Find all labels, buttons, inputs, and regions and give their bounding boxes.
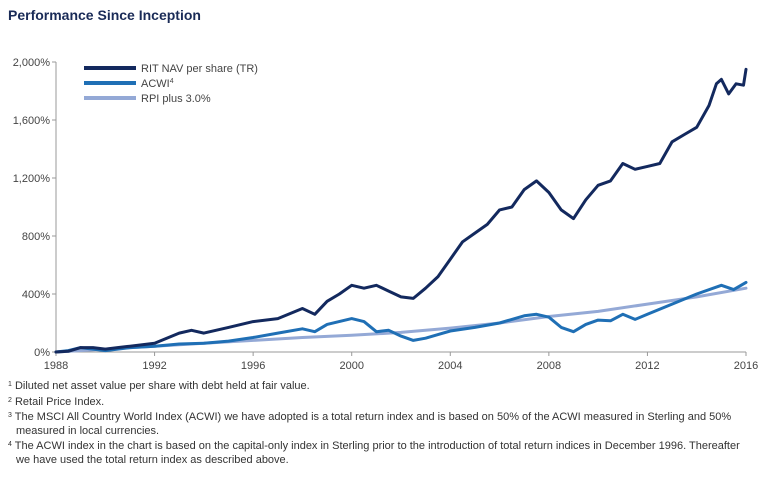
x-tick-label: 1992 (142, 360, 166, 372)
x-tick-label: 2016 (734, 360, 758, 372)
y-tick-label: 800% (22, 231, 50, 243)
footnote-3: 3 The MSCI All Country World Index (ACWI… (8, 409, 753, 438)
footnote-number: 1 (8, 381, 12, 388)
y-tick-label: 1,600% (13, 115, 51, 127)
footnote-text: The MSCI All Country World Index (ACWI) … (14, 411, 732, 437)
footnote-1: 1 Diluted net asset value per share with… (8, 378, 753, 394)
chart-title: Performance Since Inception (8, 7, 201, 23)
x-tick-label: 1996 (241, 360, 265, 372)
footnote-text: Retail Price Index. (14, 395, 105, 408)
legend-label-rit: RIT NAV per share (TR) (141, 63, 258, 75)
x-tick-label: 2012 (635, 360, 659, 372)
footnote-number: 2 (8, 396, 12, 404)
x-tick-label: 1988 (44, 360, 68, 372)
footnotes: 1 Diluted net asset value per share with… (8, 378, 753, 467)
legend-label-rpi: RPI plus 3.0% (141, 93, 211, 105)
performance-chart: 0% 400% 800% 1,200% 1,600% 2,000% 1988 1992 1996… (13, 57, 759, 372)
legend-superscript: 4 (170, 78, 174, 85)
series-line-acwi (54, 280, 748, 354)
y-tick-label: 400% (22, 289, 50, 301)
footnote-4: 4 The ACWI index in the chart is based o… (8, 438, 753, 467)
legend-label-acwi: ACWI4 (141, 78, 174, 90)
x-tick-label: 2004 (438, 360, 462, 372)
y-tick-label: 1,200% (13, 173, 51, 185)
series-line-rit (54, 67, 748, 354)
x-tick-label: 2008 (537, 360, 561, 372)
footnote-number: 4 (8, 441, 12, 448)
footnote-text: The ACWI index in the chart is based on … (14, 440, 740, 466)
y-tick-label: 0% (34, 347, 50, 359)
y-tick-label: 2,000% (13, 57, 51, 69)
footnote-number: 3 (8, 412, 12, 419)
footnote-2: 2 Retail Price Index. (8, 394, 753, 410)
x-tick-label: 2000 (339, 360, 363, 372)
footnote-text: Diluted net asset value per share with d… (14, 380, 310, 392)
